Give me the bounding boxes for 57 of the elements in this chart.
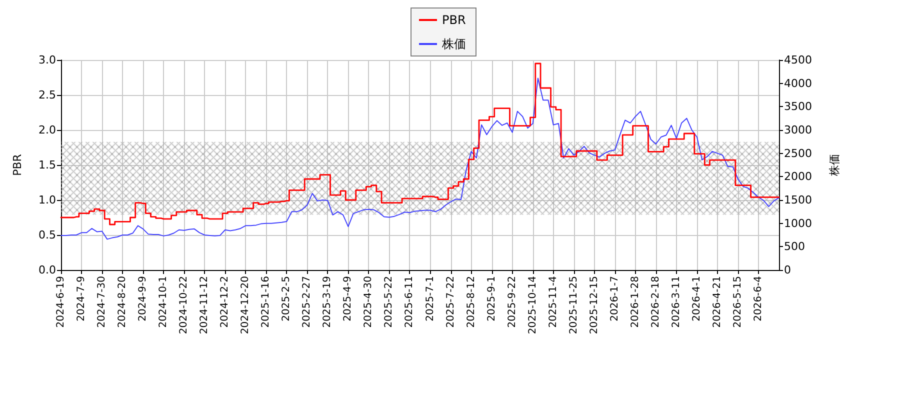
x-tick-label: 2024-9-9 <box>138 276 149 322</box>
y2-tick-label: 3500 <box>784 100 812 114</box>
x-tick-label: 2026-4-1 <box>691 276 702 322</box>
line-series <box>60 78 780 240</box>
x-tick-label: 2025-2-5 <box>281 276 292 322</box>
x-tick-label: 2024-12-20 <box>240 276 252 334</box>
y2-tick-label: 1500 <box>784 194 812 206</box>
y-tick-label: 1.0 <box>38 194 56 206</box>
x-tick-label: 2025-2-27 <box>302 276 313 328</box>
x-tick-label: 2025-8-12 <box>466 276 477 328</box>
x-tick-label: 2024-6-19 <box>56 276 66 328</box>
y2-tick-label: 2000 <box>784 170 812 184</box>
y2-tick-label: 4000 <box>784 76 812 90</box>
x-tick-label: 2025-9-1 <box>486 276 498 322</box>
x-tick-label: 2024-11-12 <box>199 276 210 334</box>
y-tick-label: 1.5 <box>38 158 56 172</box>
legend-label: PBR <box>442 13 466 27</box>
x-tick-label: 2026-2-18 <box>650 276 662 328</box>
y2-tick-label: 3000 <box>784 124 812 136</box>
x-tick-label: 2025-1-16 <box>260 276 272 328</box>
x-tick-label: 2024-10-22 <box>178 276 190 334</box>
legend-label: 株価 <box>441 37 466 51</box>
x-tick-label: 2026-1-28 <box>630 276 641 328</box>
y2-tick-label: 4500 <box>784 54 812 66</box>
x-tick-label: 2026-4-21 <box>712 276 723 328</box>
x-tick-label: 2024-10-1 <box>158 276 170 328</box>
x-tick-label: 2025-4-30 <box>363 276 374 328</box>
y2-tick-label: 500 <box>784 240 805 254</box>
x-tick-label: 2024-7-9 <box>76 276 88 322</box>
x-tick-label: 2026-6-4 <box>752 276 764 322</box>
x-tick-label: 2025-4-9 <box>342 276 354 322</box>
x-tick-label: 2025-6-11 <box>404 276 416 328</box>
y-axis-title: PBR <box>11 154 24 176</box>
y-tick-label: 2.5 <box>38 88 56 102</box>
x-tick-label: 2025-11-4 <box>548 276 559 328</box>
x-tick-label: 2024-8-20 <box>117 276 128 328</box>
y-tick-label: 0.5 <box>38 228 56 242</box>
x-tick-label: 2025-12-15 <box>588 276 600 334</box>
y-tick-label: 3.0 <box>38 54 56 66</box>
x-tick-label: 2025-7-22 <box>445 276 456 328</box>
y2-axis-title: 株価 <box>828 154 841 177</box>
y2-tick-label: 2500 <box>784 146 812 160</box>
x-tick-label: 2026-5-15 <box>732 276 744 328</box>
x-tick-label: 2026-1-7 <box>609 276 620 322</box>
y2-tick-label: 0 <box>784 264 791 276</box>
x-tick-label: 2025-9-22 <box>506 276 518 328</box>
y-tick-label: 2.0 <box>38 124 56 136</box>
x-tick-label: 2024-12-2 <box>220 276 231 328</box>
x-tick-label: 2025-11-25 <box>568 276 580 334</box>
y-tick-label: 0.0 <box>38 264 56 276</box>
x-tick-label: 2025-7-1 <box>424 276 436 322</box>
x-tick-label: 2024-7-30 <box>96 276 108 328</box>
y2-tick-label: 1000 <box>784 216 812 230</box>
x-tick-label: 2026-3-11 <box>670 276 682 328</box>
x-tick-label: 2025-3-19 <box>322 276 334 328</box>
x-tick-label: 2025-5-22 <box>384 276 395 328</box>
x-tick-label: 2025-10-14 <box>527 276 538 334</box>
